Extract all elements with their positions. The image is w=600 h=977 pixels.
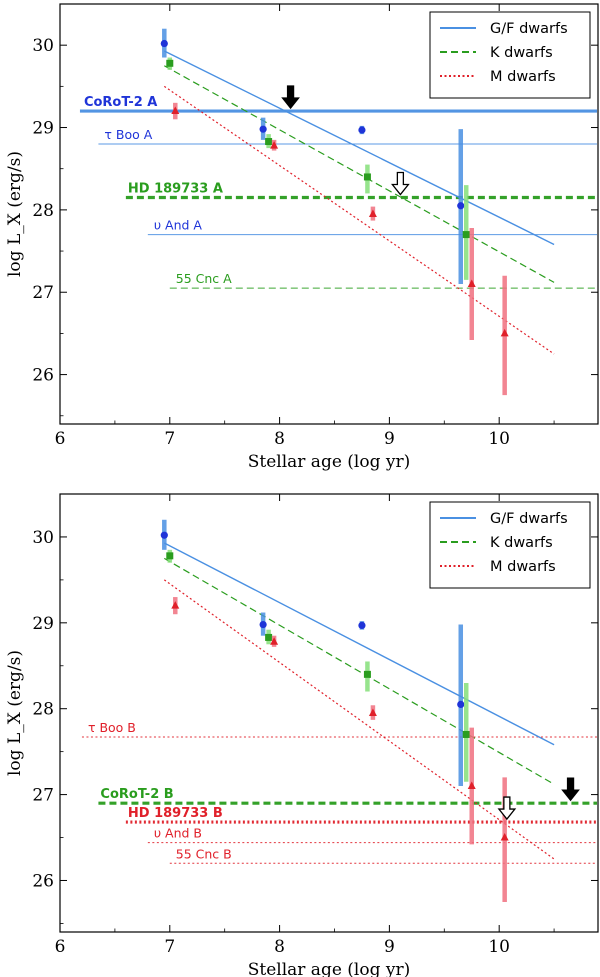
legend-label: G/F dwarfs — [490, 511, 568, 527]
y-tick-label: 30 — [32, 36, 54, 56]
data-point — [259, 620, 267, 629]
y-tick-label: 27 — [32, 786, 54, 806]
data-point — [363, 173, 371, 181]
data-point — [358, 621, 366, 630]
top-panel: 6 7 8 9 10 26 27 28 29 30 Stellar age (log yr) log … — [5, 3, 599, 472]
data-point — [500, 833, 509, 841]
legend-label: M dwarfs — [490, 69, 556, 85]
x-tick-label: 6 — [55, 937, 66, 957]
data-point — [160, 39, 168, 48]
data-point — [467, 279, 476, 287]
data-point — [457, 700, 465, 709]
fit-line — [164, 65, 555, 283]
data-point — [166, 552, 174, 560]
data-point — [166, 59, 174, 67]
data-point — [270, 141, 279, 149]
planet-label: HD 189733 A — [128, 182, 223, 197]
planet-label: τ Boo B — [88, 720, 136, 735]
x-tick-label: 8 — [274, 937, 285, 957]
x-tick-label: 10 — [488, 429, 510, 449]
legend-label: M dwarfs — [490, 559, 556, 575]
data-point — [457, 202, 465, 210]
data-point — [358, 126, 366, 134]
planet-label: υ And B — [154, 826, 202, 841]
y-tick-label: 29 — [32, 614, 54, 634]
legend: G/F dwarfs K dwarfs M dwarfs — [429, 501, 591, 589]
x-axis-label: Stellar age (log yr) — [248, 960, 411, 977]
fit-line — [163, 579, 555, 860]
planet-label: 55 Cnc B — [176, 846, 232, 861]
planet-label: τ Boo A — [104, 127, 152, 142]
planet-label: υ And A — [154, 218, 203, 233]
data-point — [462, 730, 470, 738]
x-axis-label: Stellar age (log yr) — [248, 452, 411, 472]
fit-line — [164, 557, 555, 785]
x-tick-label: 9 — [384, 937, 395, 957]
down-arrow-filled — [281, 85, 300, 110]
legend-label: G/F dwarfs — [490, 21, 568, 37]
fit-line — [163, 50, 555, 246]
x-tick-label: 10 — [488, 937, 510, 957]
legend-box — [429, 11, 591, 99]
y-tick-label: 26 — [32, 871, 54, 891]
data-point — [368, 209, 377, 217]
y-tick-label: 28 — [32, 201, 54, 221]
y-tick-label: 27 — [32, 283, 54, 303]
legend-label: K dwarfs — [490, 535, 553, 551]
data-point — [270, 637, 279, 645]
planet-label: CoRoT-2 B — [100, 787, 173, 802]
x-tick-label: 8 — [274, 429, 285, 449]
down-arrow-open — [391, 171, 410, 196]
data-point — [467, 781, 476, 789]
data-point — [259, 125, 267, 133]
data-point — [171, 601, 180, 609]
data-point — [160, 531, 168, 539]
legend: G/F dwarfs K dwarfs M dwarfs — [429, 11, 591, 99]
down-arrow-filled — [561, 777, 580, 802]
data-point — [171, 106, 180, 115]
planet-label: CoRoT-2 A — [84, 95, 157, 110]
legend-label: K dwarfs — [490, 45, 553, 61]
down-arrow-open — [497, 796, 517, 821]
bottom-panel: 6 7 8 9 10 26 27 28 29 30 Stellar age (log yr) log … — [5, 493, 599, 977]
y-axis-label: log L_X (erg/s) — [5, 650, 25, 776]
data-point — [265, 138, 273, 146]
data-point — [363, 670, 371, 678]
y-tick-label: 28 — [32, 700, 54, 720]
x-tick-label: 7 — [164, 429, 175, 449]
y-tick-label: 29 — [32, 119, 54, 139]
x-tick-label: 7 — [164, 937, 175, 957]
y-axis-label: log L_X (erg/s) — [5, 151, 25, 277]
data-point — [368, 708, 377, 716]
y-tick-label: 30 — [32, 528, 54, 548]
x-tick-label: 6 — [55, 429, 66, 449]
x-tick-label: 9 — [384, 429, 395, 449]
y-tick-label: 26 — [32, 366, 54, 386]
planet-label: 55 Cnc A — [176, 271, 232, 286]
data-point — [500, 328, 509, 337]
planet-label: HD 189733 B — [128, 806, 223, 821]
legend-box — [429, 501, 591, 589]
fit-line — [163, 542, 555, 746]
data-point — [462, 231, 470, 239]
data-point — [265, 633, 273, 641]
